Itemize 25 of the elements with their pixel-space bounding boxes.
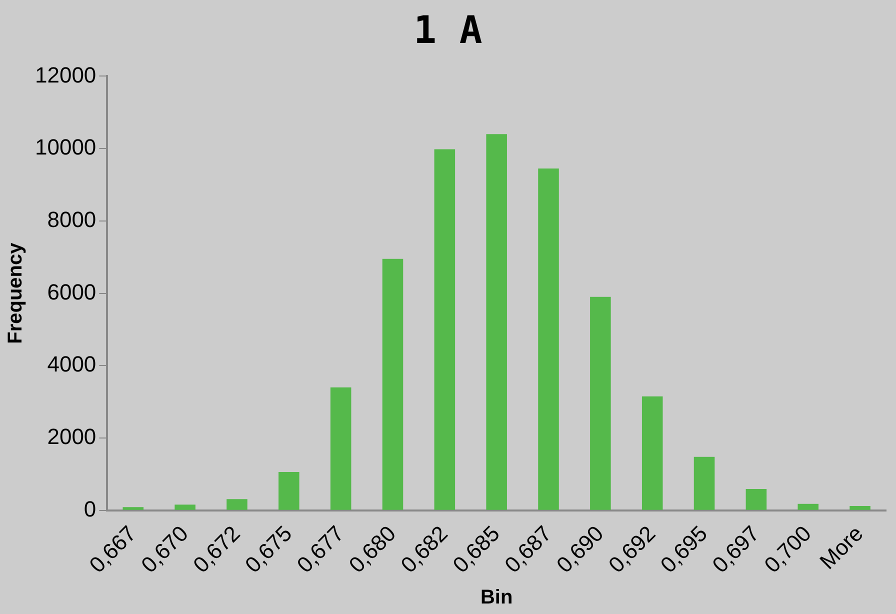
bar: [538, 168, 559, 510]
bar: [642, 396, 663, 510]
chart-title: 1 A: [412, 8, 484, 52]
y-tick-label: 12000: [34, 62, 96, 88]
y-tick-label: 2000: [47, 424, 96, 450]
y-axis-title: Frequency: [4, 242, 27, 344]
bar: [590, 296, 611, 510]
bar: [122, 507, 144, 510]
bar: [486, 134, 507, 510]
bar: [278, 472, 300, 510]
y-tick-label: 4000: [47, 352, 96, 377]
y-tick-label: 8000: [47, 206, 96, 232]
y-tick-label: 6000: [47, 279, 96, 304]
bar: [174, 504, 196, 510]
bar: [798, 504, 818, 510]
bar: [330, 387, 352, 510]
bar: [694, 456, 715, 510]
y-tick-label: 10000: [34, 134, 96, 160]
bar: [746, 489, 767, 510]
bar: [382, 258, 404, 510]
x-axis-title: Bin: [480, 586, 513, 609]
y-tick-label: 0: [84, 496, 96, 522]
bar: [226, 499, 248, 510]
bar: [434, 149, 456, 510]
bar: [850, 506, 870, 510]
